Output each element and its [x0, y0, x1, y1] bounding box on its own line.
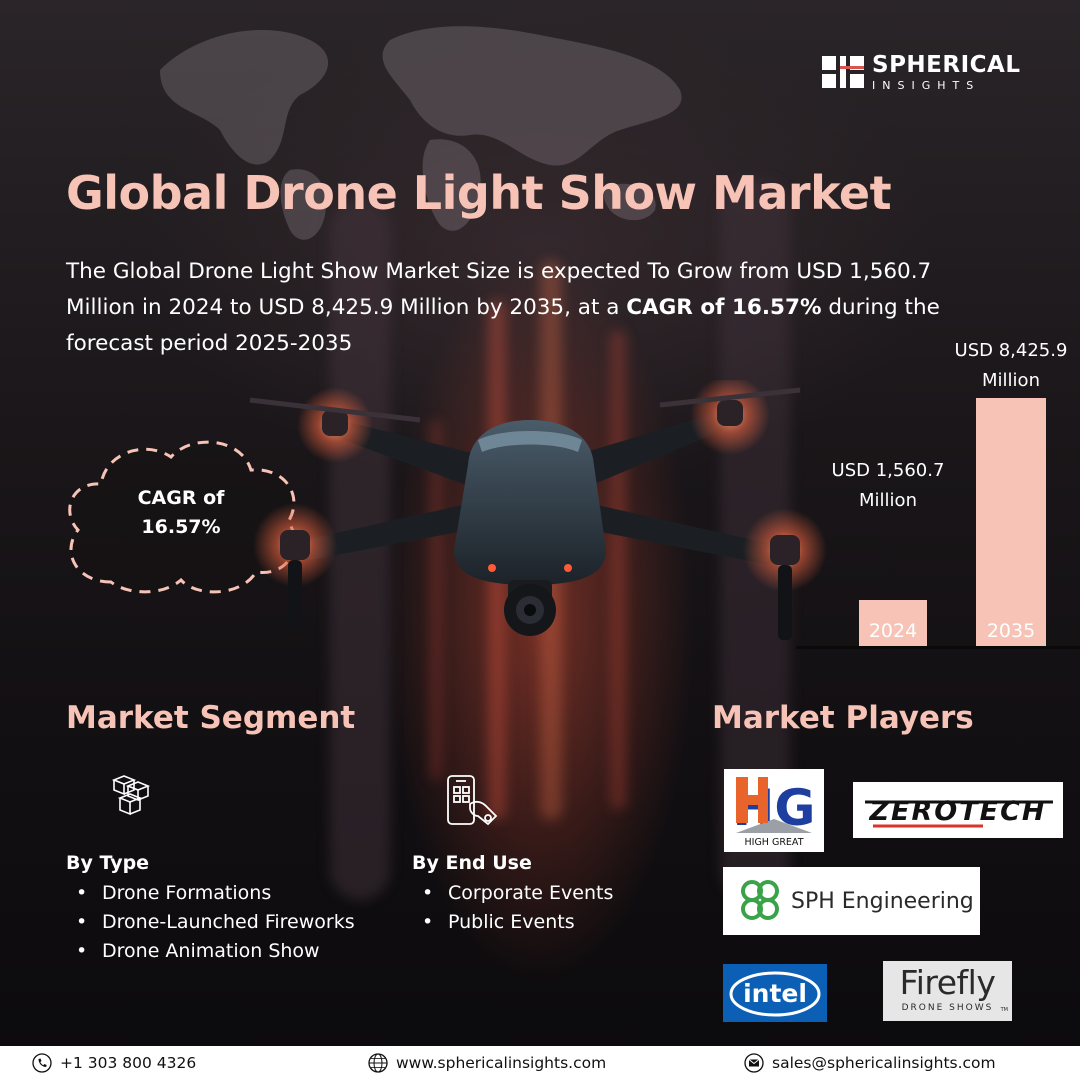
globe-icon: [368, 1053, 388, 1073]
bar-label-2024-line-2: Million: [859, 490, 917, 511]
bg-light-streak: [430, 420, 442, 780]
logo-zerotech: ZEROTECH: [853, 782, 1063, 838]
intel-swoosh-icon: [729, 971, 821, 1017]
phone-icon: [32, 1053, 52, 1073]
drone-image: [249, 380, 827, 640]
boxes-icon: [111, 775, 151, 816]
footer-website[interactable]: www.sphericalinsights.com: [368, 1046, 606, 1080]
list-item: Drone Animation Show: [66, 937, 406, 966]
description-highlight: CAGR of 16.57%: [626, 295, 822, 320]
footer-bar: +1 303 800 4326 www.sphericalinsights.co…: [0, 1046, 1080, 1080]
by-type-heading: By Type: [66, 852, 150, 874]
chart-baseline: [796, 646, 1080, 649]
zerotech-logo-mark: ZEROTECH: [853, 782, 1063, 838]
cagr-badge-text: CAGR of 16.57%: [56, 484, 306, 542]
world-map-graphic: [160, 26, 682, 240]
zerotech-name: ZEROTECH: [868, 796, 1046, 827]
market-players-title: Market Players: [712, 700, 974, 736]
sph-engineering-name: SPH Engineering: [791, 888, 974, 914]
by-type-list: Drone Formations Drone-Launched Firework…: [66, 879, 406, 966]
bar-label-2035: USD 8,425.9 Million: [940, 336, 1080, 396]
bar-label-2035-line-2: Million: [982, 370, 1040, 391]
bar-label-2024-line-1: USD 1,560.7: [831, 460, 945, 481]
by-end-use-heading: By End Use: [412, 852, 532, 874]
description-text: The Global Drone Light Show Market Size …: [66, 259, 932, 320]
logo-sph-engineering: SPH Engineering: [723, 867, 980, 935]
bar-label-2024: USD 1,560.7 Million: [820, 456, 956, 516]
page-title: Global Drone Light Show Market: [66, 166, 892, 220]
bar-year-2024: 2024: [868, 620, 918, 642]
high-great-logo-mark: HG: [724, 769, 824, 852]
brand-subtitle: INSIGHTS: [872, 78, 981, 92]
intel-name: intel: [743, 978, 807, 1008]
logo-intel: intel: [723, 964, 827, 1022]
cagr-cloud-badge: [68, 440, 297, 594]
firefly-name: Firefly: [899, 963, 996, 1002]
bar-year-2035: 2035: [986, 620, 1036, 642]
market-description: The Global Drone Light Show Market Size …: [66, 254, 996, 362]
logo-firefly: Firefly DRONE SHOWS TM: [883, 961, 1012, 1021]
cagr-line-2: 16.57%: [141, 516, 221, 538]
list-item: Public Events: [412, 908, 672, 937]
list-item: Drone Formations: [66, 879, 406, 908]
high-great-logo-text: HIGH GREAT: [744, 837, 804, 848]
cagr-line-1: CAGR of: [137, 487, 225, 509]
firefly-subtitle: DRONE SHOWS: [901, 1003, 994, 1013]
bar-label-2035-line-1: USD 8,425.9: [954, 340, 1068, 361]
phone-hand-icon: [447, 775, 498, 826]
bar-2035: 2035: [976, 398, 1046, 646]
description-tail: during the forecast period 2025-2035: [66, 295, 940, 356]
spherical-insights-logo-icon: [822, 56, 864, 88]
market-segment-title: Market Segment: [66, 700, 356, 736]
website-url: www.sphericalinsights.com: [396, 1054, 607, 1072]
brand-name: SPHERICAL: [872, 51, 1021, 78]
bar-2024: 2024: [859, 600, 927, 646]
logo-high-great: HG HIGH GREAT: [724, 769, 824, 852]
email-icon: [744, 1053, 764, 1073]
sph-engineering-icon: [741, 880, 779, 920]
footer-email[interactable]: sales@sphericalinsights.com: [744, 1046, 996, 1080]
list-item: Drone-Launched Fireworks: [66, 908, 406, 937]
phone-number: +1 303 800 4326: [60, 1054, 197, 1072]
list-item: Corporate Events: [412, 879, 672, 908]
email-address: sales@sphericalinsights.com: [772, 1054, 996, 1072]
firefly-trademark: TM: [1000, 1007, 1008, 1013]
footer-phone[interactable]: +1 303 800 4326: [32, 1046, 196, 1080]
brand-logo: SPHERICAL INSIGHTS: [822, 52, 1021, 92]
by-end-use-list: Corporate Events Public Events: [412, 879, 672, 937]
